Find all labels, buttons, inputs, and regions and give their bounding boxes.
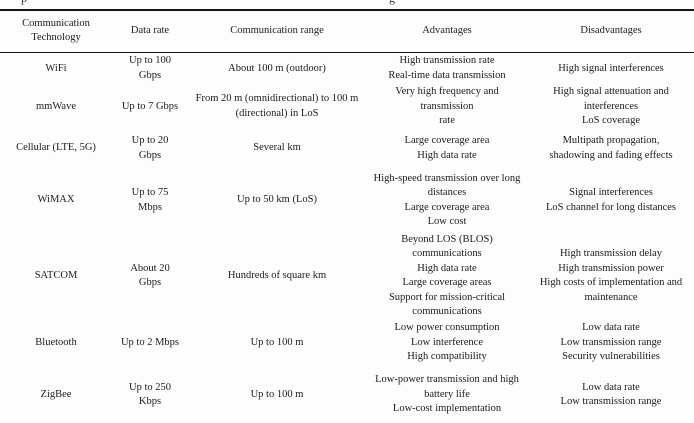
mmwave-range-cell: From 20 m (omnidirectional) to 100 m (di…	[195, 93, 359, 119]
caption-fragment-left: p	[21, 0, 27, 6]
mmwave-technology-cell: mmWave	[36, 100, 76, 112]
col-header-communication-technology: Communication Technology	[0, 10, 112, 53]
table-row-wimax: WiMAX Up to 75 Mbps Up to 50 km (LoS) Hi…	[0, 169, 694, 233]
wimax-technology-cell: WiMAX	[37, 194, 75, 206]
zigbee-advantages-cell: Low-power transmission and high battery …	[375, 374, 519, 415]
header-row: Communication Technology Data rate Commu…	[0, 10, 694, 53]
cropped-caption-fragment: p g	[0, 0, 694, 9]
zigbee-technology-cell: ZigBee	[40, 388, 72, 400]
communication-technologies-table: Communication Technology Data rate Commu…	[0, 9, 694, 423]
cellular-range-cell: Several km	[253, 142, 301, 154]
zigbee-data-rate-cell: Up to 250 Kbps	[129, 381, 171, 408]
bluetooth-advantages-cell: Low power consumption Low interference H…	[394, 322, 500, 363]
wifi-technology-cell: WiFi	[45, 62, 67, 74]
col-header-communication-range: Communication range	[188, 10, 366, 53]
table-row-mmwave: mmWave Up to 7 Gbps From 20 m (omnidirec…	[0, 85, 694, 129]
col-header-data-rate: Data rate	[112, 10, 188, 53]
wifi-disadvantages-cell: High signal interferences	[558, 62, 664, 74]
cellular-data-rate-cell: Up to 20 Gbps	[131, 135, 169, 161]
zigbee-range-cell: Up to 100 m	[250, 388, 304, 400]
satcom-range-cell: Hundreds of square km	[227, 269, 327, 281]
bluetooth-range-cell: Up to 100 m	[250, 336, 304, 348]
caption-fragment-right: g	[389, 0, 395, 6]
satcom-data-rate-cell: About 20 Gbps	[130, 262, 170, 289]
cellular-technology-cell: Cellular (LTE, 5G)	[16, 142, 96, 154]
table-body: WiFi Up to 100 Gbps About 100 m (outdoor…	[0, 52, 694, 423]
col-header-advantages: Advantages	[366, 10, 528, 53]
table-row-bluetooth: Bluetooth Up to 2 Mbps Up to 100 m Low p…	[0, 320, 694, 367]
wimax-data-rate-cell: Up to 75 Mbps	[131, 187, 169, 213]
table-row-satcom: SATCOM About 20 Gbps Hundreds of square …	[0, 233, 694, 320]
table-row-wifi: WiFi Up to 100 Gbps About 100 m (outdoor…	[0, 52, 694, 85]
mmwave-advantages-cell: Very high frequency and transmission rat…	[395, 86, 499, 126]
zigbee-disadvantages-cell: Low data rate Low transmission range	[560, 381, 662, 408]
bluetooth-disadvantages-cell: Low data rate Low transmission range Sec…	[560, 322, 662, 363]
wimax-advantages-cell: High-speed transmission over long distan…	[373, 172, 521, 228]
wifi-range-cell: About 100 m (outdoor)	[228, 62, 326, 74]
bluetooth-data-rate-cell: Up to 2 Mbps	[120, 336, 180, 348]
satcom-advantages-cell: Beyond LOS (BLOS) communications High da…	[388, 233, 506, 318]
wifi-data-rate-cell: Up to 100 Gbps	[129, 55, 171, 81]
wifi-advantages-cell: High transmission rate Real-time data tr…	[388, 55, 506, 81]
satcom-disadvantages-cell: High transmission delay High transmissio…	[539, 248, 683, 303]
mmwave-data-rate-cell: Up to 7 Gbps	[121, 100, 179, 112]
cellular-advantages-cell: Large coverage area High data rate	[404, 135, 490, 161]
satcom-technology-cell: SATCOM	[34, 269, 78, 281]
col-header-disadvantages: Disadvantages	[528, 10, 694, 53]
mmwave-disadvantages-cell: High signal attenuation and interference…	[553, 86, 669, 126]
wimax-disadvantages-cell: Signal interferences LoS channel for lon…	[545, 187, 677, 213]
table-row-cellular: Cellular (LTE, 5G) Up to 20 Gbps Several…	[0, 129, 694, 169]
wimax-range-cell: Up to 50 km (LoS)	[237, 194, 317, 206]
table-row-zigbee: ZigBee Up to 250 Kbps Up to 100 m Low-po…	[0, 367, 694, 423]
bluetooth-technology-cell: Bluetooth	[35, 336, 77, 348]
table-header: Communication Technology Data rate Commu…	[0, 10, 694, 53]
cellular-disadvantages-cell: Multipath propagation, shadowing and fad…	[549, 135, 673, 161]
